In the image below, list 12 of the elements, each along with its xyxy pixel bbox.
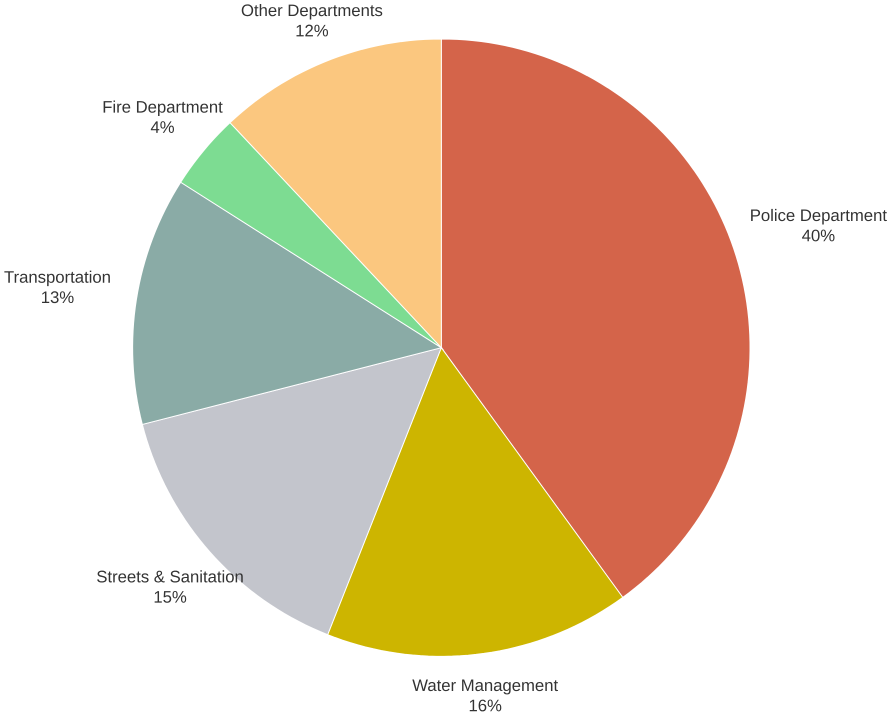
slice-label: Other Departments [242,4,382,20]
data-label: 16% [470,699,502,712]
slice-label: Streets & Sanitation [97,570,243,582]
data-label: 40% [802,229,834,242]
data-label: 13% [42,291,74,303]
slice-label: Transportation [4,270,110,286]
slice-label: Water Management [412,679,558,694]
data-label: 4% [150,121,174,133]
data-label: 12% [296,24,328,36]
slice-label: Police Department [751,208,887,224]
slice-label: Fire Department [104,100,223,116]
data-label: 15% [154,590,186,603]
